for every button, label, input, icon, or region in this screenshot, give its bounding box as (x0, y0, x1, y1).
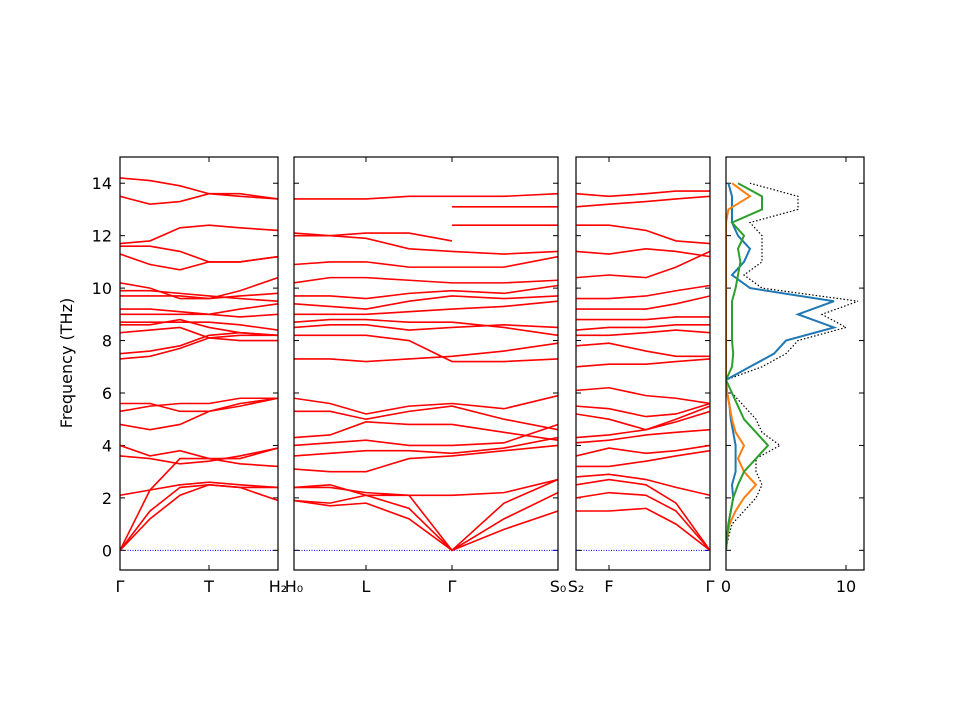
band-line (576, 444, 710, 457)
band-line (294, 295, 558, 310)
band-line (576, 195, 710, 208)
axes-frame (119, 156, 279, 571)
band-line (294, 232, 453, 242)
y-tick-label: 8 (102, 332, 112, 351)
band-line (294, 300, 558, 316)
band-line (120, 245, 278, 263)
band-line (576, 190, 710, 198)
band-line (294, 318, 558, 337)
x-tick-label: Γ (116, 577, 125, 596)
band-line (294, 444, 558, 473)
y-tick-label: 10 (92, 279, 112, 298)
band-line (294, 394, 558, 415)
band-line (576, 473, 710, 497)
x-tick-label: Γ (706, 577, 715, 596)
band-line (576, 405, 710, 431)
x-tick-label: 10 (836, 577, 856, 596)
band-line (120, 481, 278, 497)
x-tick-label: T (203, 577, 214, 596)
y-tick-label: 4 (102, 436, 112, 455)
band-line (294, 334, 558, 363)
band-line (120, 483, 278, 551)
y-tick-label: 2 (102, 489, 112, 508)
band-line (294, 276, 558, 284)
band-line (120, 313, 278, 318)
band-line (120, 483, 278, 551)
band-line (576, 491, 710, 551)
band-line (576, 402, 710, 418)
x-tick-label: S₀ (550, 577, 567, 596)
dos-line (726, 182, 859, 551)
band-line (120, 447, 278, 465)
band-line (120, 326, 278, 342)
x-tick-label: F (604, 577, 613, 596)
band-line (294, 324, 558, 331)
band-line (294, 436, 558, 457)
x-tick-label: H₀ (285, 577, 303, 596)
band-line (120, 289, 278, 303)
band-line (120, 177, 278, 200)
x-tick-label: Γ (448, 577, 457, 596)
y-tick-label: 12 (92, 227, 112, 246)
band-line (576, 247, 710, 258)
dos-line (726, 182, 770, 551)
x-tick-label: 0 (721, 577, 731, 596)
band-line (576, 316, 710, 321)
band-line (294, 405, 558, 431)
band-line (120, 253, 278, 271)
band-line (294, 234, 558, 255)
axes-frame (293, 156, 559, 571)
band-line (120, 318, 278, 337)
band-line (576, 386, 710, 405)
dos-line (726, 182, 838, 551)
band-line (576, 342, 710, 358)
band-line (120, 397, 278, 413)
band-line (576, 478, 710, 551)
band-line (576, 329, 710, 337)
band-line (576, 358, 710, 368)
band-line (120, 334, 278, 360)
band-line (294, 342, 558, 363)
band-line (120, 321, 278, 331)
dos-line (726, 182, 758, 551)
x-tick-label: L (362, 577, 371, 596)
band-line (576, 507, 710, 551)
band-line (120, 224, 278, 245)
y-axis-label: Frequency (THz) (57, 298, 76, 428)
band-line (294, 284, 558, 300)
x-tick-label: S₂ (568, 577, 585, 596)
band-line (120, 303, 278, 316)
band-line (294, 423, 558, 447)
y-tick-label: 14 (92, 174, 112, 193)
band-line (120, 292, 278, 300)
band-line (576, 324, 710, 331)
band-line (576, 284, 710, 300)
band-line (120, 457, 278, 551)
y-tick-label: 6 (102, 384, 112, 403)
band-line (576, 449, 710, 468)
band-line (294, 491, 558, 552)
band-line (294, 421, 558, 441)
band-line (294, 478, 558, 552)
band-line (120, 397, 278, 413)
band-line (120, 444, 278, 460)
band-line (294, 499, 558, 552)
band-line (294, 192, 558, 200)
x-tick-label: H₂ (269, 577, 287, 596)
band-line (120, 276, 278, 300)
band-line (120, 192, 278, 206)
band-line (294, 478, 558, 497)
axes-frame (725, 156, 865, 571)
band-line (576, 224, 710, 245)
y-tick-label: 0 (102, 541, 112, 560)
band-line (120, 397, 278, 431)
band-line (576, 250, 710, 279)
band-line (576, 428, 710, 444)
axes-frame (575, 156, 711, 571)
band-line (576, 295, 710, 310)
band-line (294, 255, 558, 268)
